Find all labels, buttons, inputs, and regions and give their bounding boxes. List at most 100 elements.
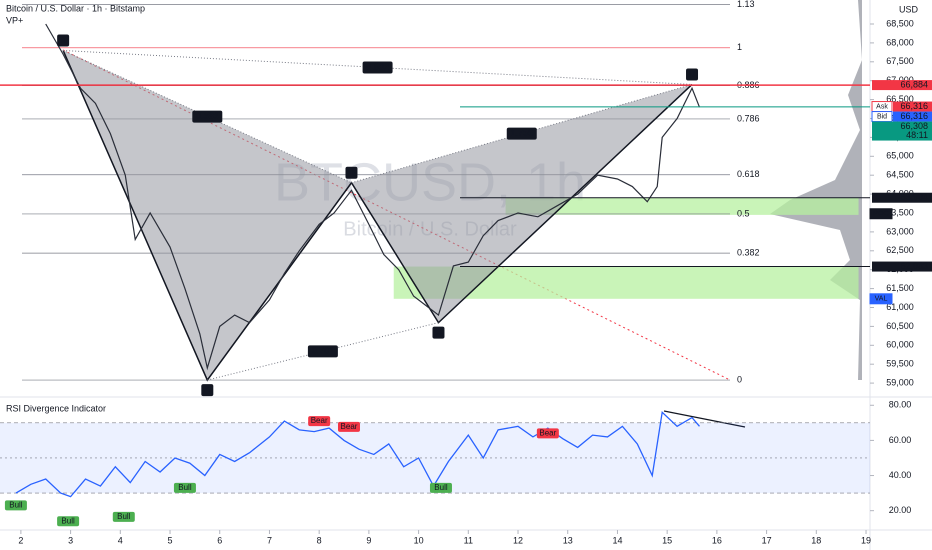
pattern-fill: [351, 84, 693, 323]
signal-label: Bull: [434, 483, 448, 492]
y-tick-label: 63,500: [886, 207, 914, 217]
price-badge: [872, 192, 932, 203]
x-tick-label: 15: [662, 535, 672, 545]
x-tick-label: 7: [267, 535, 272, 545]
y-tick-label: 63,000: [886, 226, 914, 236]
y-tick-label: 20.00: [889, 505, 912, 515]
zone: [505, 197, 859, 215]
price-badge: [893, 111, 932, 122]
x-tick-label: 8: [317, 535, 322, 545]
y-tick-label: 67,500: [886, 56, 914, 66]
x-tick-label: 17: [762, 535, 772, 545]
signal-label: Bear: [311, 416, 328, 425]
axis-tag-label: POC: [873, 211, 888, 218]
x-tick-label: 4: [118, 535, 123, 545]
y-tick-label: 60.00: [889, 435, 912, 445]
fib-label: 1: [737, 42, 742, 52]
signal-badge: [112, 511, 135, 522]
signal-badge: [308, 416, 331, 427]
pattern-point: [57, 34, 70, 47]
fib-label: 0.618: [737, 169, 760, 179]
x-tick-label: 5: [168, 535, 173, 545]
axis-tag-label: Bid: [877, 113, 887, 120]
y-tick-label: 68,500: [886, 18, 914, 28]
x-tick-label: 11: [464, 535, 473, 545]
y-tick-label: 59,000: [886, 377, 914, 387]
y-tick-label: 80.00: [889, 400, 912, 410]
trend-line: [62, 49, 731, 381]
ratio-badge: [362, 61, 393, 74]
pattern-point: [686, 68, 699, 81]
x-tick-label: 2: [18, 535, 23, 545]
axis-tag: [869, 293, 893, 305]
signal-label: Bear: [539, 428, 556, 437]
x-tick-label: 16: [712, 535, 722, 545]
y-tick-label: 64,500: [886, 170, 914, 180]
axis-tag: [869, 208, 893, 220]
price-badge: [872, 80, 932, 91]
axis-tag-label: VAL: [875, 296, 888, 303]
signal-label: Bull: [117, 512, 131, 521]
price-badge-label: 66,316: [900, 101, 928, 111]
ratio-label: 0.583: [196, 111, 219, 121]
price-badge-label: 63,904: [900, 192, 928, 202]
pattern-point: [345, 166, 358, 179]
price-badge: [872, 261, 932, 272]
pattern-label: X: [60, 35, 66, 45]
rsi-line: [15, 410, 700, 498]
pattern-label: B: [348, 167, 355, 177]
signal-badge: [337, 421, 360, 432]
price-badge-label: 66,884: [900, 79, 928, 89]
ratio-leg: [207, 322, 439, 381]
pattern-point: [432, 326, 445, 339]
ratio-badge: [307, 345, 338, 358]
y-tick-label: 65,000: [886, 151, 914, 161]
y-tick-label: 59,500: [886, 359, 914, 369]
pattern-label: A: [204, 384, 211, 394]
fib-label: 0.382: [737, 248, 760, 258]
ratio-badge: [192, 110, 223, 123]
signal-badge: [57, 516, 80, 527]
price-line: [45, 23, 701, 371]
currency: USD: [899, 4, 919, 14]
y-tick-label: 40.00: [889, 470, 912, 480]
x-tick-label: 18: [811, 535, 821, 545]
signal-badge: [4, 500, 27, 511]
ratio-badge: [506, 127, 537, 140]
ratio-label: 0.701: [312, 346, 335, 356]
price-badge-label: 66,308: [900, 121, 928, 131]
y-tick-label: 66,500: [886, 94, 914, 104]
price-badge: [872, 121, 932, 141]
x-tick-label: 14: [612, 535, 622, 545]
y-tick-label: 67,000: [886, 75, 914, 85]
symbol-title: Bitcoin / U.S. Dollar · 1h · Bitstamp: [6, 3, 145, 13]
signal-label: Bull: [9, 501, 23, 510]
x-tick-label: 9: [366, 535, 371, 545]
x-tick-label: 12: [513, 535, 523, 545]
signal-badge: [173, 482, 196, 493]
pattern-label: D: [689, 69, 696, 79]
ratio-leg: [62, 50, 352, 184]
price-badge-label: 62,083: [900, 261, 928, 271]
y-tick-label: 68,000: [886, 37, 914, 47]
axis-tag-label: Ask: [876, 103, 888, 110]
price-badge-label: 66,316: [900, 111, 928, 121]
fib-label: 0: [737, 374, 742, 384]
fib-label: 0.786: [737, 113, 760, 123]
pattern-label: C: [435, 327, 442, 337]
signal-badge: [429, 482, 452, 493]
rsi-title: RSI Divergence Indicator: [6, 403, 106, 413]
y-tick-label: 61,500: [886, 283, 914, 293]
x-tick-label: 6: [217, 535, 222, 545]
fib-label: 1.13: [737, 0, 755, 9]
signal-label: Bear: [341, 422, 358, 431]
ratio-label: 0.892: [366, 62, 389, 72]
signal-label: Bull: [61, 516, 75, 525]
divergence-line: [663, 410, 746, 428]
fib-label: 0.5: [737, 208, 750, 218]
x-tick-label: 19: [861, 535, 871, 545]
y-tick-label: 61,000: [886, 302, 914, 312]
price-badge: [893, 101, 932, 112]
y-tick-label: 60,000: [886, 340, 914, 350]
